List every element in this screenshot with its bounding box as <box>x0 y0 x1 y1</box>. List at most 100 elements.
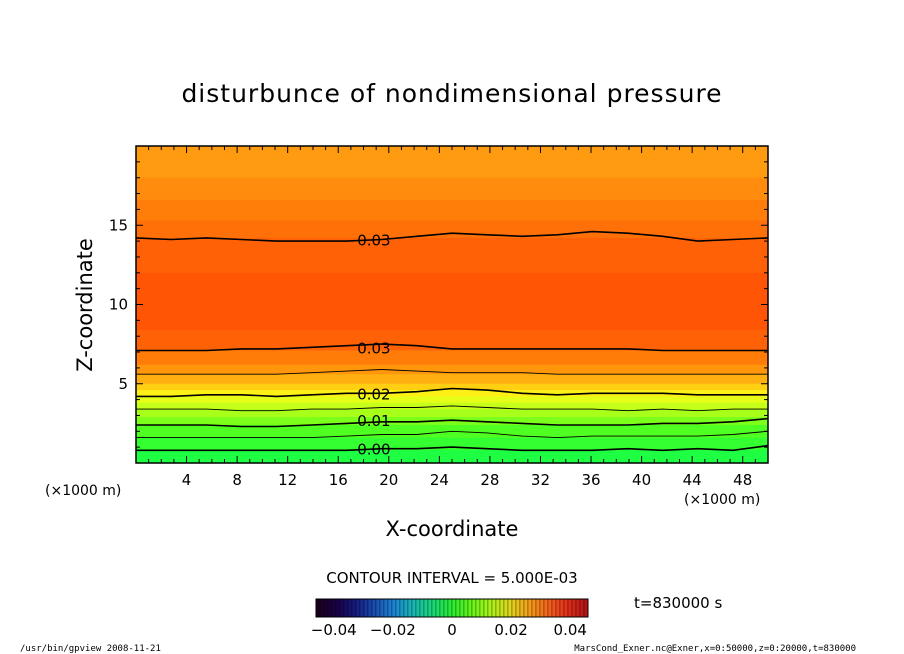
contour-line-6 <box>136 430 768 439</box>
colorbar-tick-label: −0.04 <box>311 621 357 639</box>
contour-line-3 <box>136 387 768 398</box>
fill-band-17 <box>136 437 768 451</box>
colorbar-frame <box>315 598 589 618</box>
colorbar-segment <box>427 598 433 618</box>
colorbar-segment <box>487 598 493 618</box>
colorbar-tick-label: −0.02 <box>370 621 416 639</box>
footer-left: /usr/bin/gpview 2008-11-21 <box>20 644 161 654</box>
y-tick-label: 10 <box>109 296 128 314</box>
colorbar-segment <box>339 598 345 618</box>
fill-band-0 <box>136 146 768 179</box>
colorbar-segment <box>555 598 561 618</box>
colorbar-segment <box>315 598 321 618</box>
colorbar-segment <box>471 598 477 618</box>
colorbar-segment <box>443 598 449 618</box>
colorbar-segment <box>351 598 357 618</box>
colorbar-segment <box>399 598 405 618</box>
contour-label-0: 0.03 <box>357 232 390 250</box>
colorbar-segment <box>343 598 349 618</box>
colorbar-segment <box>491 598 497 618</box>
y-axis-ticks: 5 10 15 <box>109 161 768 448</box>
colorbar-segment <box>379 598 385 618</box>
x-unit-left: (×1000 m) <box>45 483 121 499</box>
contour-line-7 <box>136 444 768 452</box>
colorbar-segment <box>411 598 417 618</box>
colorbar-segment <box>387 598 393 618</box>
colorbar-segment <box>479 598 485 618</box>
fill-band-1 <box>136 177 768 201</box>
colorbar-segment <box>571 598 577 618</box>
colorbar-segment <box>547 598 553 618</box>
colorbar-segment <box>511 598 517 618</box>
x-tick-label: 12 <box>278 471 297 489</box>
colorbar-segment <box>407 598 413 618</box>
colorbar-tick-label: 0.04 <box>554 621 587 639</box>
chart-title: disturbunce of nondimensional pressure <box>181 79 722 108</box>
colorbar-segment <box>435 598 441 618</box>
colorbar-segment <box>563 598 569 618</box>
fill-band-3 <box>136 220 768 239</box>
fill-band-8 <box>136 364 768 375</box>
colorbar-segment <box>463 598 469 618</box>
fill-band-9 <box>136 374 768 385</box>
colorbar-segment <box>579 598 585 618</box>
colorbar-segment <box>451 598 457 618</box>
x-axis-label: X-coordinate <box>386 517 519 541</box>
y-axis-label: Z-coordinate <box>73 238 97 372</box>
colorbar-segment <box>447 598 453 618</box>
x-tick-label: 24 <box>430 471 449 489</box>
colorbar-segment <box>583 598 589 618</box>
colorbar-segment <box>459 598 465 618</box>
contour-label-3: 0.01 <box>357 412 390 430</box>
colorbar-tick-label: 0.02 <box>494 621 527 639</box>
contour-label-1: 0.03 <box>357 339 390 357</box>
colorbar-segment <box>395 598 401 618</box>
colorbar-segment <box>371 598 377 618</box>
colorbar-segment <box>423 598 429 618</box>
colorbar-segment <box>455 598 461 618</box>
fill-band-7 <box>136 350 768 366</box>
colorbar-segment <box>331 598 337 618</box>
colorbar-segment <box>327 598 333 618</box>
colorbar-segment <box>467 598 473 618</box>
colorbar-segment <box>523 598 529 618</box>
x-tick-label: 48 <box>733 471 752 489</box>
colorbar-segment <box>531 598 537 618</box>
y-tick-label: 15 <box>109 216 128 234</box>
colorbar-segment <box>431 598 437 618</box>
colorbar-segment <box>539 598 545 618</box>
colorbar-segment <box>483 598 489 618</box>
contour-line-4 <box>136 405 768 412</box>
colorbar-segment <box>439 598 445 618</box>
colorbar-segment <box>359 598 365 618</box>
contour-interval-label: CONTOUR INTERVAL = 5.000E-03 <box>326 569 577 587</box>
colorbar-segment <box>419 598 425 618</box>
colorbar-segment <box>507 598 513 618</box>
colorbar-segment <box>335 598 341 618</box>
colorbar-segment <box>375 598 381 618</box>
colorbar-segment <box>519 598 525 618</box>
colorbar-segment <box>527 598 533 618</box>
filled-contours <box>136 146 768 463</box>
contour-line-1 <box>136 343 768 352</box>
footer-right: MarsCond_Exner.nc@Exner,x=0:50000,z=0:20… <box>574 644 856 654</box>
x-tick-label: 36 <box>581 471 600 489</box>
colorbar-segment <box>403 598 409 618</box>
x-tick-label: 44 <box>683 471 702 489</box>
fill-band-10 <box>136 383 768 391</box>
contour-label-4: 0.00 <box>357 441 390 459</box>
colorbar-segment <box>391 598 397 618</box>
x-tick-label: 40 <box>632 471 651 489</box>
colorbar-segment <box>475 598 481 618</box>
colorbar-segment <box>575 598 581 618</box>
colorbar-segment <box>551 598 557 618</box>
colorbar <box>315 598 589 618</box>
contour-lines <box>136 230 768 452</box>
contour-label-2: 0.02 <box>357 385 390 403</box>
colorbar-segment <box>347 598 353 618</box>
colorbar-segment <box>567 598 573 618</box>
fill-band-14 <box>136 409 768 418</box>
x-tick-label: 20 <box>379 471 398 489</box>
fill-band-15 <box>136 417 768 426</box>
